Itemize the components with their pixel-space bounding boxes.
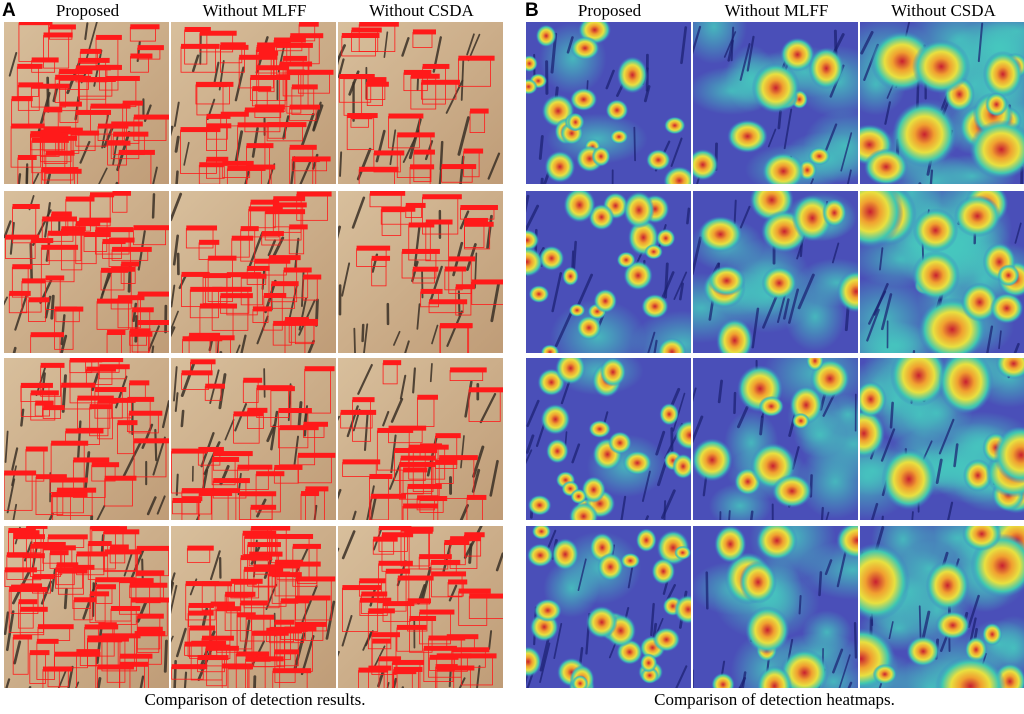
detection-heatmap-image (526, 191, 691, 353)
detection-heatmap-image (693, 191, 858, 353)
detection-result-image (338, 526, 503, 688)
detection-result-image (338, 191, 503, 353)
detection-result-image (171, 358, 336, 520)
panel-a-letter: A (2, 0, 16, 21)
detection-result-image (4, 191, 169, 353)
detection-heatmap-image (526, 22, 691, 184)
detection-heatmap-image (860, 191, 1024, 353)
panel-a-col-without-csda: Without CSDA (369, 1, 474, 20)
panel-b-caption: Comparison of detection heatmaps. (654, 690, 895, 709)
panel-b-col-proposed: Proposed (577, 1, 642, 20)
detection-heatmap-image (693, 526, 858, 688)
detection-heatmap-image (693, 358, 858, 520)
panel-b-col-without-csda: Without CSDA (891, 1, 996, 20)
detection-heatmap-image (860, 526, 1024, 688)
detection-result-image (171, 526, 336, 688)
detection-heatmap-image (860, 22, 1024, 184)
detection-result-image (338, 22, 503, 184)
panel-a-col-proposed: Proposed (55, 1, 120, 20)
detection-result-image (338, 358, 503, 520)
detection-heatmap-image (526, 526, 691, 688)
detection-result-image (4, 526, 169, 688)
panel-b-letter: B (525, 0, 539, 21)
detection-result-image (4, 358, 169, 520)
panel-a-col-without-mlff: Without MLFF (202, 1, 307, 20)
detection-heatmap-image (526, 358, 691, 520)
detection-heatmap-image (860, 358, 1024, 520)
panel-b-col-without-mlff: Without MLFF (724, 1, 829, 20)
detection-result-image (171, 22, 336, 184)
detection-heatmap-image (693, 22, 858, 184)
detection-result-image (171, 191, 336, 353)
panel-a-caption: Comparison of detection results. (144, 690, 366, 709)
detection-result-image (4, 22, 169, 184)
